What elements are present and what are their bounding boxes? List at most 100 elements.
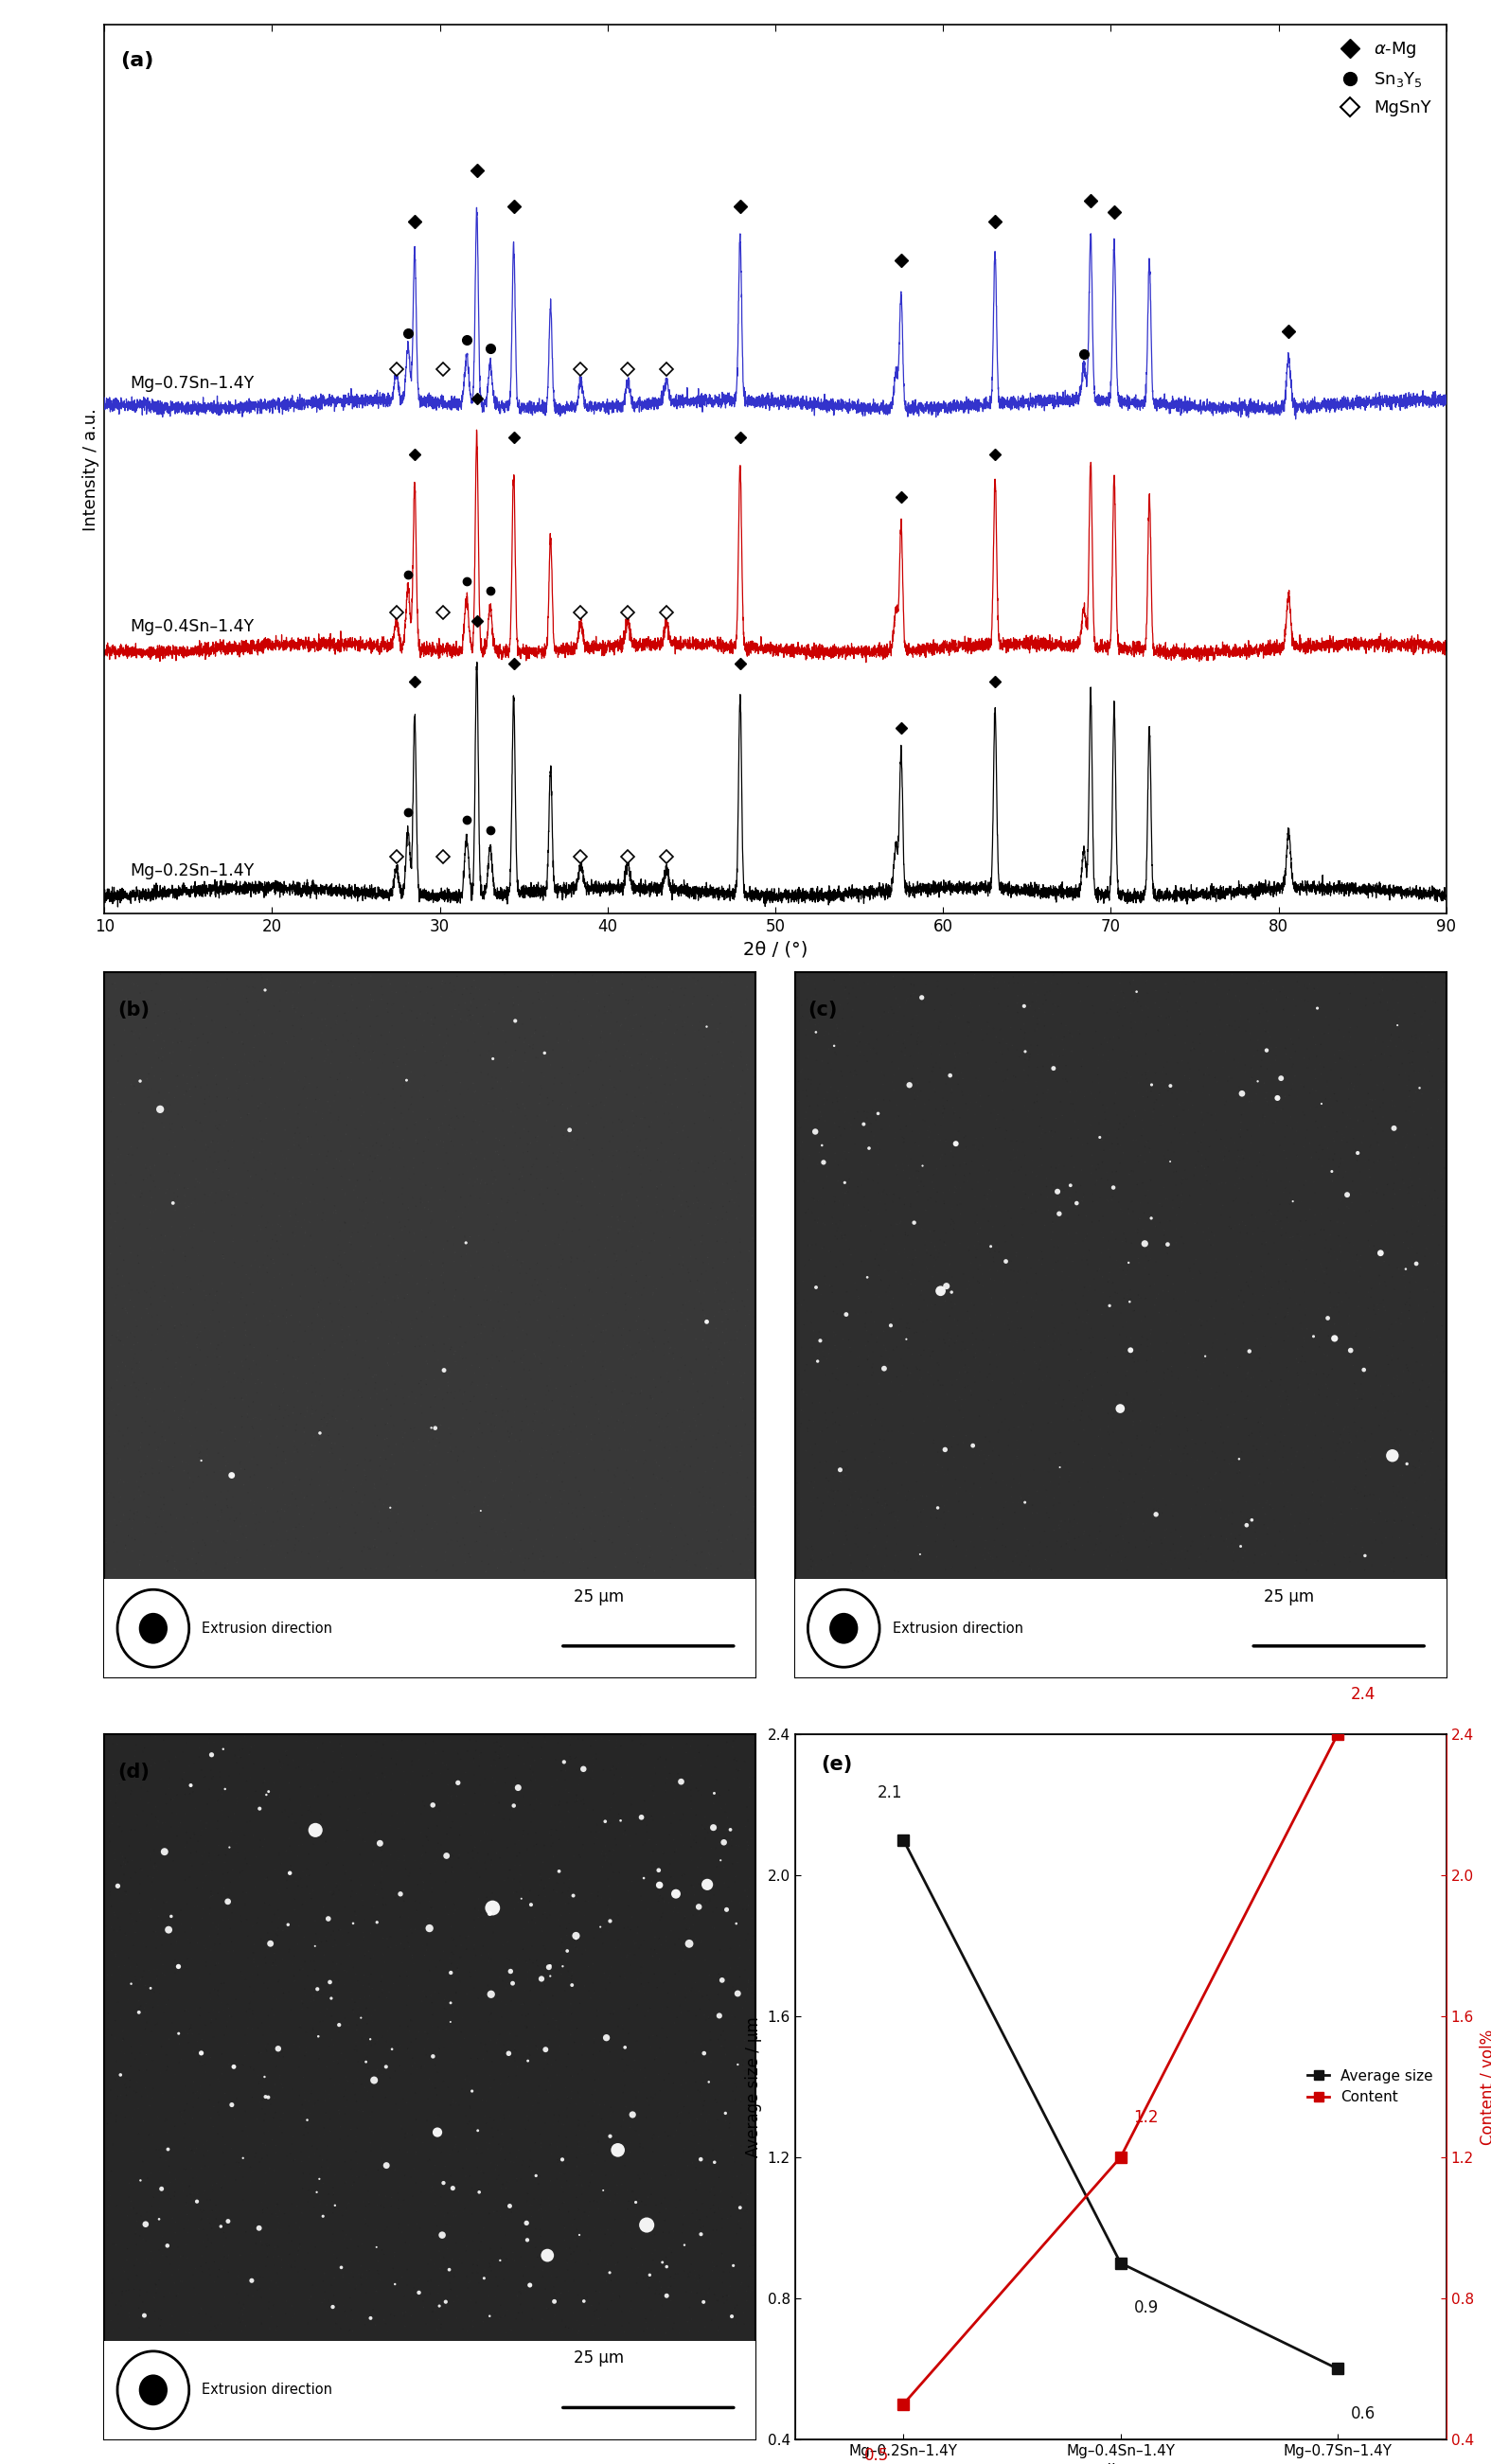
Point (499, 1471, 523, 1510)
Point (580, 1271, 604, 1311)
Point (497, 1422, 520, 1461)
Point (1065, 1538, 1088, 1577)
Point (237, 1323, 261, 1363)
Point (918, 1276, 942, 1316)
Point (420, 1912, 444, 1951)
Point (209, 1451, 233, 1491)
Point (956, 1161, 980, 1200)
Point (1187, 1368, 1211, 1407)
Point (915, 1230, 939, 1269)
Point (483, 2294, 507, 2333)
Point (914, 1247, 938, 1286)
Point (456, 1249, 480, 1289)
Point (459, 1175, 483, 1215)
Point (163, 1230, 186, 1269)
Point (239, 1927, 262, 1966)
Point (659, 2156, 683, 2195)
Point (1173, 1333, 1197, 1372)
Point (1372, 1242, 1396, 1281)
Point (1068, 1055, 1091, 1094)
Point (322, 1082, 346, 1121)
Point (540, 2161, 564, 2200)
Point (271, 1910, 295, 1949)
Point (735, 1786, 759, 1826)
Point (956, 1269, 980, 1308)
Point (669, 1816, 693, 1855)
Point (1039, 1550, 1063, 1589)
Point (416, 1163, 440, 1202)
Point (1190, 1382, 1214, 1422)
Point (514, 1254, 538, 1294)
Point (969, 1077, 993, 1116)
Point (1306, 1289, 1330, 1328)
Point (1248, 1417, 1272, 1456)
Point (643, 995, 666, 1035)
Point (510, 1062, 534, 1101)
Point (1185, 1212, 1209, 1252)
Point (918, 1027, 942, 1067)
Point (291, 1424, 315, 1464)
Point (872, 993, 896, 1032)
Point (696, 1244, 720, 1284)
Point (796, 1148, 820, 1188)
Point (1410, 1003, 1434, 1042)
Point (174, 1188, 198, 1227)
Point (292, 1343, 316, 1382)
Point (1385, 1382, 1409, 1422)
Point (720, 2235, 744, 2274)
Point (623, 1168, 647, 1207)
Point (1147, 1074, 1170, 1114)
Point (550, 1717, 574, 1757)
Point (587, 1392, 611, 1432)
Point (844, 978, 868, 1018)
Point (312, 1301, 335, 1340)
Point (541, 1870, 565, 1910)
Point (95, 2264, 119, 2304)
Point (434, 1781, 458, 1821)
Point (97, 1259, 121, 1299)
Point (508, 2274, 532, 2314)
Point (586, 2060, 610, 2099)
Point (252, 1119, 276, 1158)
Point (392, 1279, 416, 1318)
Point (1418, 1141, 1442, 1180)
Point (95, 2173, 119, 2213)
Point (587, 2272, 611, 2311)
Point (494, 1984, 517, 2023)
Point (1218, 1198, 1242, 1237)
Point (1033, 1005, 1057, 1045)
Point (1127, 1242, 1151, 1281)
Point (538, 1956, 562, 1996)
Point (932, 1096, 956, 1136)
Point (986, 1094, 1009, 1133)
Point (862, 1121, 886, 1161)
Point (1129, 1402, 1153, 1441)
Point (1397, 1432, 1421, 1471)
Point (1000, 1025, 1024, 1064)
Point (1114, 1222, 1138, 1262)
Point (1361, 1286, 1385, 1326)
Point (224, 1979, 248, 2018)
Point (455, 2104, 479, 2144)
Point (738, 1858, 762, 1897)
Point (1232, 1138, 1255, 1178)
Point (926, 1237, 950, 1276)
Point (978, 1259, 1002, 1299)
Point (453, 2156, 477, 2195)
Point (593, 1826, 617, 1865)
Point (358, 1008, 382, 1047)
Point (1323, 1508, 1346, 1547)
Point (356, 2208, 380, 2247)
Point (845, 1168, 869, 1207)
Point (845, 1294, 869, 1333)
Point (234, 1506, 258, 1545)
Point (623, 1131, 647, 1170)
Point (118, 2213, 142, 2252)
Point (1287, 966, 1311, 1005)
Point (1309, 1055, 1333, 1094)
Point (502, 1964, 526, 2003)
Point (662, 1887, 686, 1927)
Point (669, 1419, 693, 1459)
Point (1245, 988, 1269, 1027)
Point (683, 2250, 707, 2289)
